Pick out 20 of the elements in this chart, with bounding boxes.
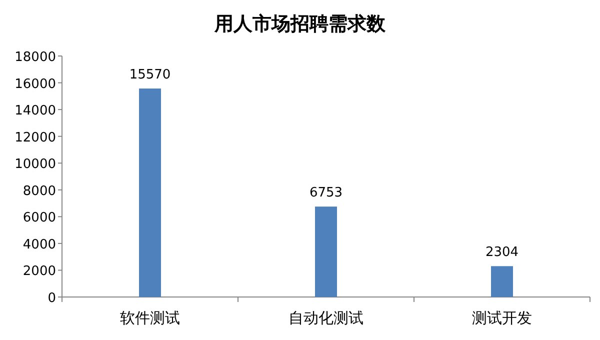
y-tick-label: 0	[48, 291, 56, 306]
x-tick-label: 自动化测试	[288, 309, 364, 327]
data-label: 2304	[485, 245, 519, 260]
chart-title: 用人市场招聘需求数	[214, 13, 386, 35]
y-tick-label: 12000	[14, 130, 56, 146]
x-tick-label: 软件测试	[120, 309, 180, 327]
bar	[315, 206, 337, 297]
y-tick-label: 10000	[14, 157, 56, 172]
y-tick-label: 8000	[22, 184, 56, 199]
y-tick-label: 16000	[14, 76, 56, 92]
y-tick-label: 14000	[14, 104, 56, 119]
y-tick-label: 4000	[22, 237, 56, 252]
y-tick-label: 6000	[22, 210, 56, 226]
y-tick-label: 18000	[14, 50, 56, 65]
y-tick-label: 2000	[22, 264, 56, 280]
bar	[491, 266, 513, 297]
data-label: 15570	[129, 68, 171, 83]
data-label: 6753	[309, 186, 343, 201]
x-tick-label: 测试开发	[472, 309, 532, 327]
bar	[139, 88, 161, 297]
